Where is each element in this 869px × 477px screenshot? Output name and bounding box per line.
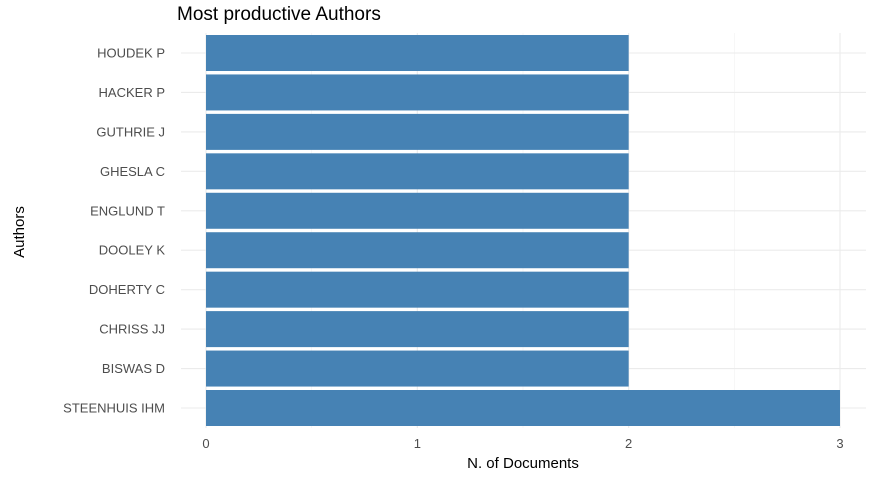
- bar: [206, 74, 629, 111]
- x-tick-labels: 0 1 2 3: [202, 436, 843, 451]
- y-tick-label: HACKER P: [99, 85, 165, 100]
- bar: [206, 113, 629, 150]
- y-tick-label: STEENHUIS IHM: [63, 401, 165, 416]
- y-tick-label: BISWAS D: [102, 361, 165, 376]
- bar: [206, 192, 629, 229]
- y-tick-label: GHESLA C: [100, 164, 165, 179]
- bars: [206, 35, 840, 426]
- bar: [206, 35, 629, 71]
- x-tick-label: 3: [836, 436, 843, 451]
- y-tick-label: DOHERTY C: [89, 282, 165, 297]
- bar: [206, 232, 629, 269]
- bar: [206, 350, 629, 387]
- bar: [206, 153, 629, 190]
- x-tick-label: 1: [414, 436, 421, 451]
- chart-title: Most productive Authors: [177, 4, 381, 25]
- y-tick-label: HOUDEK P: [97, 46, 165, 61]
- x-axis-title: N. of Documents: [467, 455, 579, 472]
- bar: [206, 390, 840, 426]
- bar: [206, 311, 629, 348]
- y-tick-label: ENGLUND T: [90, 203, 165, 218]
- bar: [206, 271, 629, 308]
- x-tick-label: 0: [202, 436, 209, 451]
- y-axis-title: Authors: [11, 206, 28, 258]
- y-tick-label: GUTHRIE J: [96, 124, 165, 139]
- y-tick-label: DOOLEY K: [99, 243, 166, 258]
- x-tick-label: 2: [625, 436, 632, 451]
- y-tick-labels: HOUDEK P HACKER P GUTHRIE J GHESLA C ENGLUND…: [63, 46, 165, 416]
- y-tick-label: CHRISS JJ: [99, 322, 165, 337]
